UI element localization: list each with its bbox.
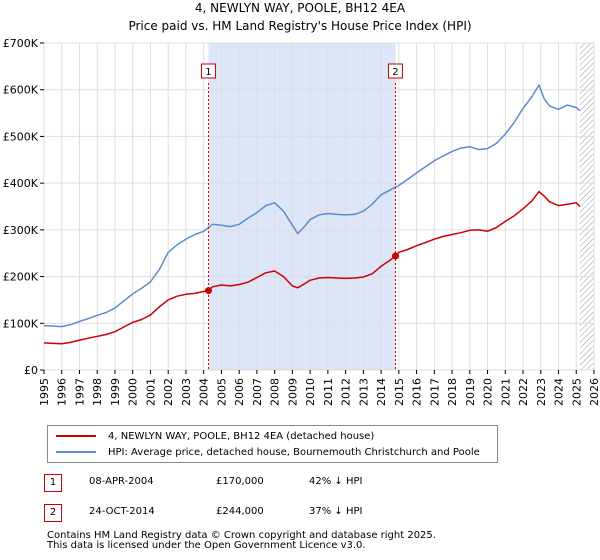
x-tick-label: 1998 (91, 378, 104, 406)
series-lines (43, 84, 581, 345)
transaction-date: 24-OCT-2014 (89, 506, 155, 517)
sale-marker-label: 1 (205, 67, 211, 78)
legend-label-property: 4, NEWLYN WAY, POOLE, BH12 4EA (detached… (108, 430, 375, 442)
x-tick-label: 2011 (322, 378, 335, 406)
transaction-date: 08-APR-2004 (89, 476, 154, 487)
x-tick-label: 1997 (73, 378, 86, 406)
x-tick-label: 2004 (198, 378, 211, 406)
x-tick-label: 1996 (56, 378, 69, 406)
x-axis: 1995 1996 1997 1998 1999 2000 2001 2002 2003 2004… (38, 370, 600, 406)
legend: 4, NEWLYN WAY, POOLE, BH12 4EA (detached… (47, 425, 498, 463)
x-tick-label: 2019 (464, 378, 477, 406)
sale-marker-badge (387, 63, 403, 79)
x-tick-label: 2015 (393, 378, 406, 406)
chart-title: 4, NEWLYN WAY, POOLE, BH12 4EA (195, 1, 406, 15)
legend-swatch-hpi (56, 451, 96, 453)
legend-item-hpi: HPI: Average price, detached house, Bour… (48, 444, 480, 460)
transaction-price: £170,000 (216, 476, 264, 487)
x-tick-label: 2000 (127, 378, 140, 406)
transaction-hpi-diff: 37% ↓ HPI (309, 506, 363, 517)
grid-lines (43, 42, 595, 371)
x-tick-label: 2006 (233, 378, 246, 406)
x-tick-label: 2002 (162, 378, 175, 406)
x-tick-label: 2024 (553, 378, 566, 406)
x-tick-label: 2021 (499, 378, 512, 406)
x-tick-label: 2001 (144, 378, 157, 406)
x-tick-label: 1999 (109, 378, 122, 406)
x-tick-label: 2026 (588, 378, 600, 406)
x-tick-label: 2013 (357, 378, 370, 406)
y-tick-label: £0 (24, 364, 38, 377)
y-tick-label: £200K (3, 271, 39, 284)
x-tick-label: 2017 (428, 378, 441, 406)
x-tick-label: 2010 (304, 378, 317, 406)
x-tick-label: 2003 (180, 378, 193, 406)
property-price-line (43, 190, 581, 345)
legend-item-property: 4, NEWLYN WAY, POOLE, BH12 4EA (detached… (48, 428, 374, 444)
legend-swatch-property (56, 435, 96, 437)
x-tick-label: 2005 (215, 378, 228, 406)
x-tick-label: 2018 (446, 378, 459, 406)
future-hatch (579, 43, 594, 370)
y-tick-label: £500K (3, 130, 39, 143)
transactions-table: 1 08-APR-2004 £170,000 42% ↓ HPI 2 24-OC… (44, 474, 444, 528)
x-tick-label: 2025 (570, 378, 583, 406)
chart-subtitle: Price paid vs. HM Land Registry's House … (128, 19, 471, 33)
x-tick-label: 2009 (286, 378, 299, 406)
footer-copyright: Contains HM Land Registry data © Crown c… (47, 530, 436, 541)
y-tick-label: £700K (3, 37, 39, 50)
x-tick-label: 1995 (38, 378, 51, 406)
sale-marker-label: 2 (392, 67, 398, 78)
hpi-line (43, 84, 581, 328)
transaction-row: 2 24-OCT-2014 £244,000 37% ↓ HPI (44, 504, 444, 528)
footer-licence: This data is licensed under the Open Gov… (47, 540, 366, 551)
transaction-number-badge: 1 (44, 474, 62, 492)
x-tick-label: 2008 (269, 378, 282, 406)
legend-label-hpi: HPI: Average price, detached house, Bour… (108, 446, 480, 458)
y-tick-label: £400K (3, 177, 39, 190)
sale-point (391, 252, 399, 260)
footer: Contains HM Land Registry data © Crown c… (47, 531, 436, 551)
y-axis: £0 £100K £200K £300K £400K £500K £600K £700K (3, 37, 44, 377)
y-tick-label: £100K (3, 317, 39, 330)
transaction-row: 1 08-APR-2004 £170,000 42% ↓ HPI (44, 474, 444, 498)
transaction-number-badge: 2 (44, 504, 62, 522)
transaction-price: £244,000 (216, 506, 264, 517)
transaction-hpi-diff: 42% ↓ HPI (309, 476, 363, 487)
highlight-period (208, 43, 396, 370)
price-chart: 4, NEWLYN WAY, POOLE, BH12 4EA Price pai… (3, 1, 600, 406)
x-tick-label: 2012 (340, 378, 353, 406)
x-tick-label: 2014 (375, 378, 388, 406)
plot-background (44, 43, 594, 370)
x-tick-label: 2023 (535, 378, 548, 406)
x-tick-label: 2007 (251, 378, 264, 406)
sale-marker-badge (200, 63, 216, 79)
x-tick-label: 2022 (517, 378, 530, 406)
y-tick-label: £300K (3, 224, 39, 237)
y-tick-label: £600K (3, 84, 39, 97)
sale-point (204, 287, 212, 295)
x-tick-label: 2020 (482, 378, 495, 406)
x-tick-label: 2016 (411, 378, 424, 406)
